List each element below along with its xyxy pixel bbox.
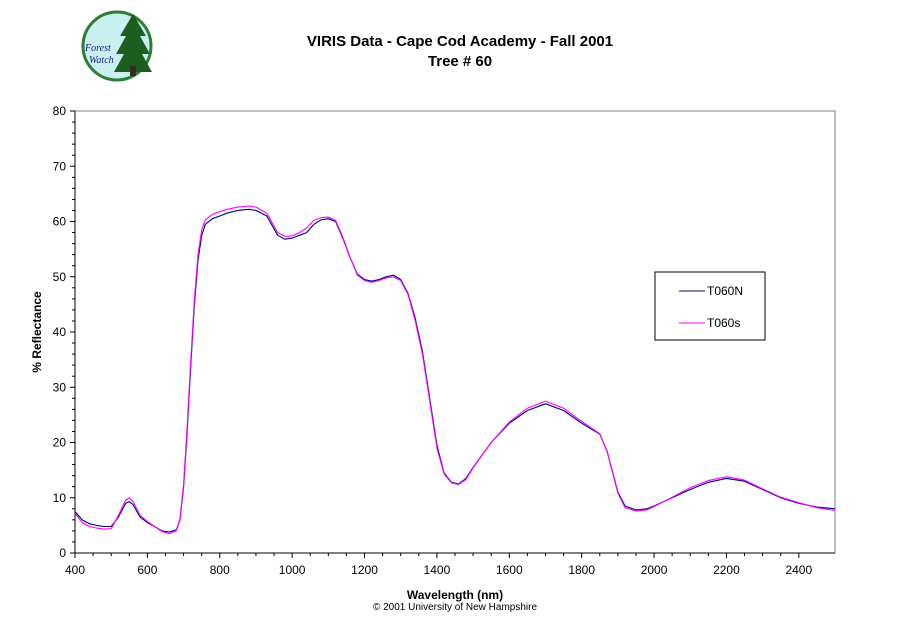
- y-tick-label-80: 80: [53, 104, 67, 118]
- x-tick-label-400: 400: [65, 563, 85, 577]
- x-tick-label-2000: 2000: [641, 563, 668, 577]
- y-axis-title: % Reflectance: [30, 291, 44, 373]
- y-tick-label-60: 60: [53, 215, 67, 229]
- series-line-t060s: [74, 205, 836, 535]
- legend-box: [654, 271, 766, 341]
- forest-watch-logo: Forest Watch: [81, 10, 153, 82]
- x-tick-label-1800: 1800: [568, 563, 595, 577]
- chart-subtitle: Tree # 60: [428, 53, 492, 70]
- y-tick-label-70: 70: [53, 159, 67, 173]
- y-tick-label-30: 30: [53, 380, 67, 394]
- legend: T060N T060s: [654, 271, 766, 341]
- legend-label-t060n: T060N: [707, 284, 743, 298]
- chart-title: VIRIS Data - Cape Cod Academy - Fall 200…: [307, 33, 613, 50]
- x-tick-label-2400: 2400: [785, 563, 812, 577]
- x-tick-label-1600: 1600: [496, 563, 523, 577]
- x-axis-title: Wavelength (nm): [407, 588, 503, 602]
- y-tick-label-40: 40: [53, 325, 67, 339]
- y-axis-ticks: 0 10 20 30 40 50 60 70 80: [53, 104, 75, 560]
- logo-text-line1: Forest: [84, 43, 111, 54]
- x-tick-label-800: 800: [210, 563, 230, 577]
- y-tick-label-20: 20: [53, 436, 67, 450]
- y-tick-label-0: 0: [59, 546, 66, 560]
- x-tick-label-2200: 2200: [713, 563, 740, 577]
- y-tick-label-50: 50: [53, 270, 67, 284]
- x-tick-label-1200: 1200: [351, 563, 378, 577]
- series-lines: [74, 205, 836, 535]
- x-tick-label-1400: 1400: [424, 563, 451, 577]
- x-tick-label-600: 600: [137, 563, 157, 577]
- legend-label-t060s: T060s: [707, 316, 740, 330]
- tree-icon: [114, 14, 152, 76]
- x-tick-label-1000: 1000: [279, 563, 306, 577]
- copyright-text: © 2001 University of New Hampshire: [373, 602, 538, 613]
- y-tick-label-10: 10: [53, 491, 67, 505]
- logo-text-line2: Watch: [89, 55, 114, 66]
- x-axis-ticks: 400 600 800 1000 1200 1400 1600 1800 2000 2200 240…: [65, 553, 812, 577]
